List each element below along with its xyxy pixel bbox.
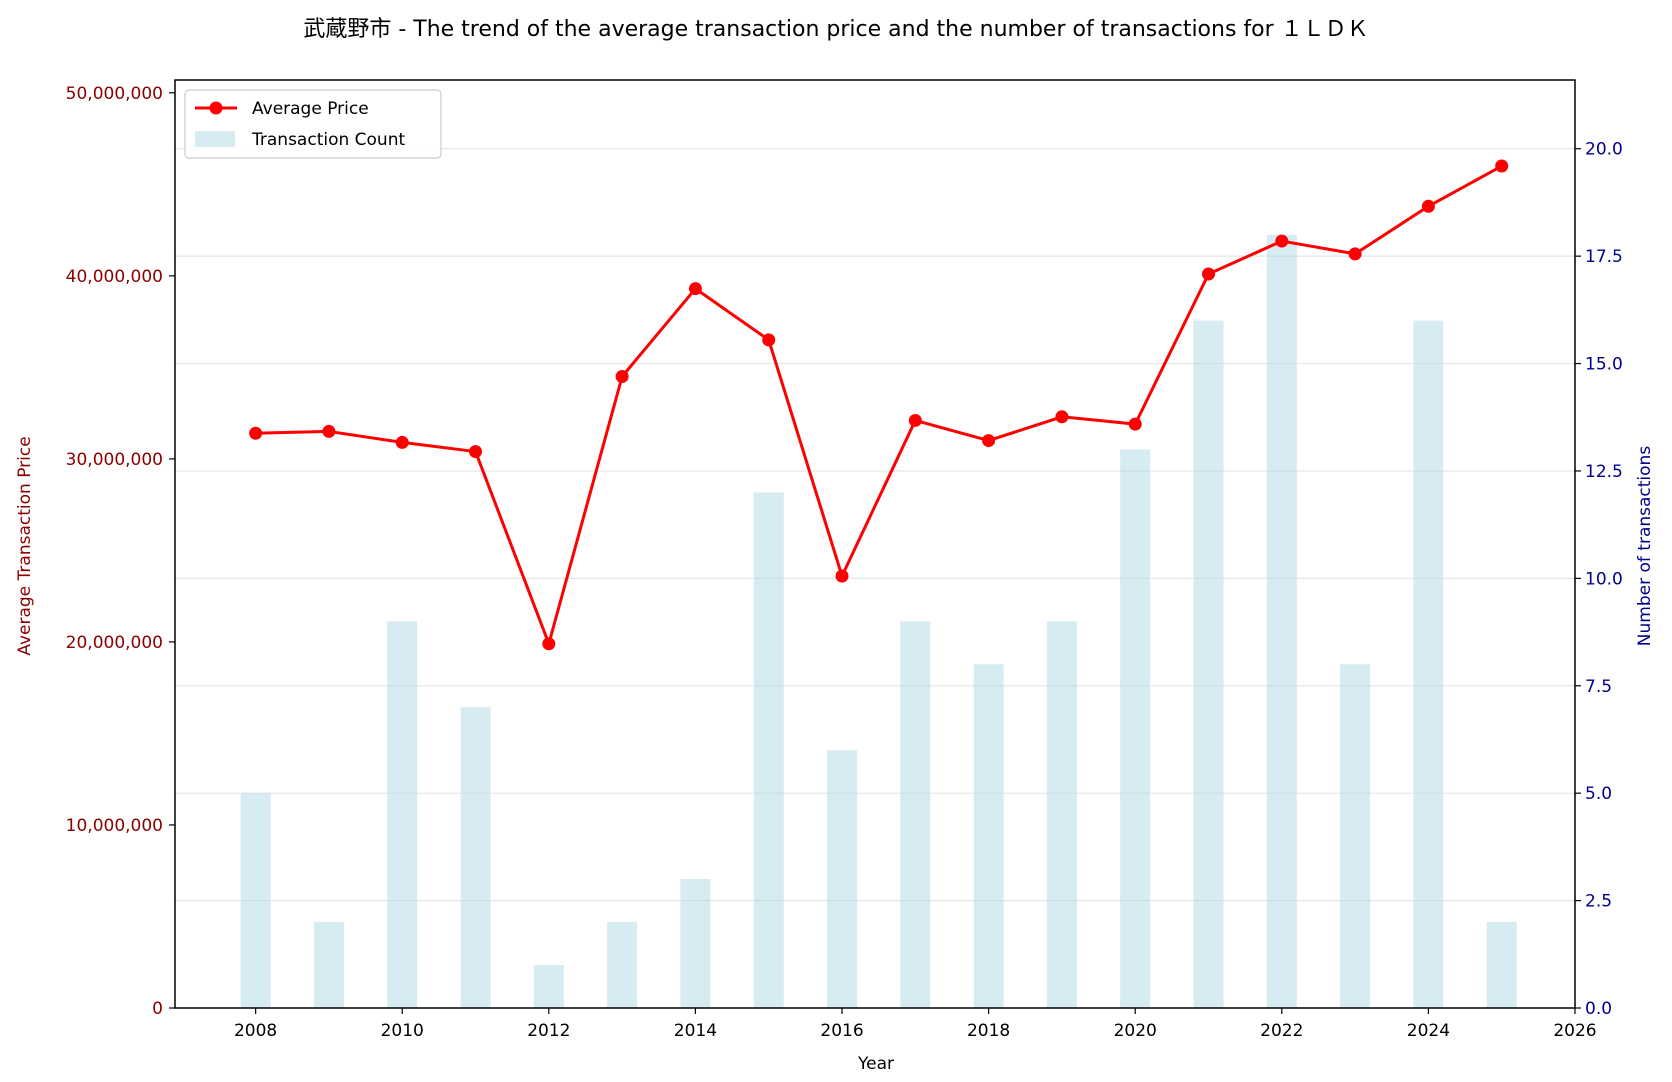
y-left-tick-label: 50,000,000	[66, 84, 163, 104]
bar	[533, 965, 564, 1008]
axes-layer: 2008 2010 2012 2014 2016 2018 2020 2022 2024 2026…	[66, 79, 1623, 1041]
price-line	[255, 164, 1503, 646]
bar	[313, 922, 344, 1008]
price-point	[615, 370, 629, 384]
y-right-tick-label: 17.5	[1585, 247, 1623, 267]
bar	[1120, 449, 1151, 1009]
price-point	[762, 333, 776, 347]
price-point	[982, 434, 996, 448]
price-point	[908, 413, 922, 427]
bar	[1486, 922, 1517, 1008]
price-point	[1495, 159, 1509, 173]
x-axis-label: Year	[857, 1054, 894, 1074]
y-left-tick-label: 20,000,000	[66, 633, 163, 653]
bar	[607, 922, 638, 1008]
price-point	[1055, 410, 1069, 424]
y-right-axis-label: Number of transactions	[1635, 446, 1655, 647]
y-right-tick-label: 2.5	[1585, 892, 1612, 912]
bar	[973, 664, 1004, 1008]
y-right-tick-label: 5.0	[1585, 784, 1612, 804]
bar	[1046, 621, 1077, 1008]
x-tick-label: 2022	[1260, 1021, 1303, 1041]
y-right-tick-label: 12.5	[1585, 462, 1623, 482]
y-left-tick-label: 0	[152, 999, 163, 1019]
x-tick-label: 2020	[1114, 1021, 1157, 1041]
legend-marker-swatch	[209, 101, 223, 115]
x-tick-label: 2018	[967, 1021, 1010, 1041]
x-tick-label: 2016	[820, 1021, 863, 1041]
bar	[827, 750, 858, 1008]
legend-label-transaction-count: Transaction Count	[251, 130, 405, 150]
price-point	[249, 426, 263, 440]
bar	[1413, 320, 1444, 1008]
y-left-tick-label: 30,000,000	[66, 450, 163, 470]
legend-box	[184, 89, 442, 159]
bar	[753, 492, 784, 1008]
price-point	[542, 637, 556, 651]
y-right-tick-label: 0.0	[1585, 999, 1612, 1019]
bar	[1266, 234, 1297, 1008]
price-point	[1275, 234, 1289, 248]
price-point	[469, 445, 483, 459]
price-point	[1128, 417, 1142, 431]
x-tick-label: 2008	[234, 1021, 277, 1041]
bars-layer	[240, 234, 1517, 1009]
bar	[1193, 320, 1224, 1008]
bar	[460, 707, 491, 1008]
price-point	[835, 569, 849, 583]
price-point	[395, 435, 409, 449]
x-tick-label: 2012	[527, 1021, 570, 1041]
price-point	[1202, 267, 1216, 281]
bar	[387, 621, 418, 1008]
x-tick-label: 2026	[1553, 1021, 1596, 1041]
x-tick-label: 2010	[381, 1021, 424, 1041]
legend-bar-swatch	[195, 131, 235, 147]
line-layer	[249, 159, 1509, 651]
legend: Average Price Transaction Count	[184, 89, 442, 159]
price-point	[1348, 247, 1362, 261]
price-point	[1421, 199, 1435, 213]
y-left-tick-label: 10,000,000	[66, 816, 163, 836]
bar	[680, 879, 711, 1008]
y-right-tick-label: 10.0	[1585, 569, 1623, 589]
y-right-tick-label: 20.0	[1585, 140, 1623, 160]
y-left-tick-label: 40,000,000	[66, 267, 163, 287]
bar	[240, 793, 271, 1008]
price-point	[688, 282, 702, 296]
chart-title: 武蔵野市 - The trend of the average transact…	[303, 17, 1368, 42]
plot-frame	[174, 79, 1576, 1009]
x-tick-label: 2014	[674, 1021, 717, 1041]
legend-label-average-price: Average Price	[252, 99, 369, 119]
price-point	[322, 424, 336, 438]
bar	[1340, 664, 1371, 1008]
bar	[900, 621, 931, 1008]
y-left-axis-label: Average Transaction Price	[15, 436, 35, 655]
x-tick-label: 2024	[1407, 1021, 1450, 1041]
y-right-tick-label: 7.5	[1585, 677, 1612, 697]
y-right-tick-label: 15.0	[1585, 355, 1623, 375]
